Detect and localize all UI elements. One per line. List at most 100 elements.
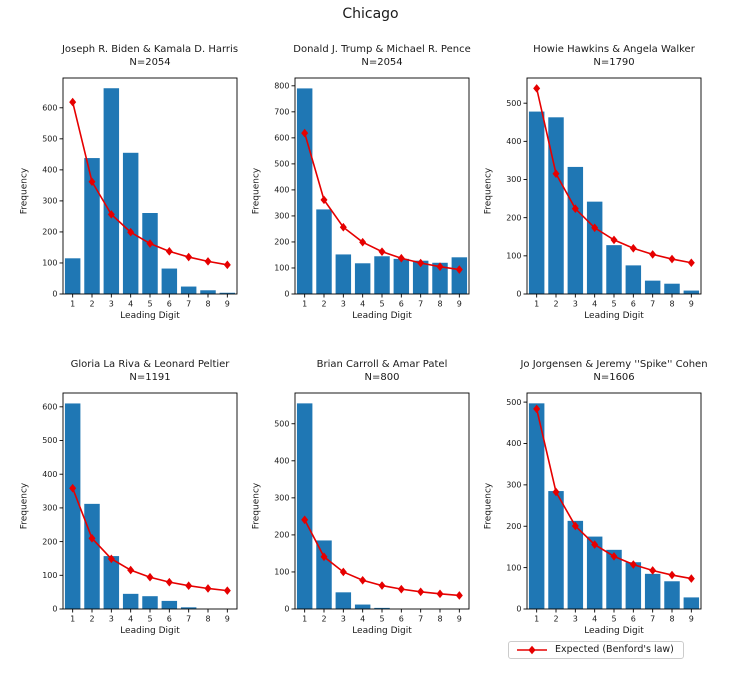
x-tick-label: 6 bbox=[399, 300, 404, 309]
y-tick-label: 500 bbox=[274, 160, 289, 169]
diamond-marker-icon bbox=[591, 223, 599, 233]
diamond-marker-icon bbox=[204, 257, 212, 266]
bar bbox=[586, 201, 603, 294]
diamond-marker-icon bbox=[320, 552, 328, 562]
diamond-marker-icon bbox=[378, 247, 386, 256]
y-tick-label: 100 bbox=[506, 563, 521, 572]
diamond-marker-icon bbox=[69, 97, 77, 107]
subplot-title: Howie Hawkins & Angela Walker bbox=[533, 44, 695, 55]
x-tick-label: 4 bbox=[128, 615, 133, 624]
x-tick-label: 2 bbox=[321, 300, 326, 309]
diamond-marker-icon bbox=[204, 584, 212, 593]
x-tick-label: 9 bbox=[225, 300, 230, 309]
y-tick-label: 100 bbox=[274, 568, 289, 577]
x-tick-label: 8 bbox=[205, 615, 210, 624]
subplot-title: Joseph R. Biden & Kamala D. Harris bbox=[61, 44, 239, 55]
bar bbox=[567, 520, 584, 609]
diamond-marker-icon bbox=[69, 483, 77, 493]
y-tick-label: 0 bbox=[516, 605, 521, 614]
bars-group bbox=[64, 403, 197, 609]
x-tick-label: 2 bbox=[553, 300, 558, 309]
bar bbox=[664, 283, 680, 294]
y-axis-label: Frequency bbox=[251, 482, 261, 530]
expected-markers bbox=[301, 128, 463, 274]
y-tick-label: 600 bbox=[42, 103, 57, 112]
x-tick-label: 3 bbox=[573, 300, 578, 309]
x-axis-label: Leading Digit bbox=[352, 626, 412, 636]
bar bbox=[644, 573, 661, 609]
y-tick-label: 500 bbox=[506, 398, 521, 407]
y-tick-label: 300 bbox=[42, 197, 57, 206]
bar bbox=[103, 556, 120, 609]
diamond-marker-icon bbox=[668, 254, 676, 264]
diamond-marker-icon bbox=[571, 521, 579, 531]
x-tick-label: 6 bbox=[167, 300, 172, 309]
y-tick-label: 400 bbox=[274, 186, 289, 195]
bar bbox=[451, 257, 468, 294]
x-tick-label: 6 bbox=[399, 615, 404, 624]
bars-group bbox=[528, 111, 700, 294]
y-axis-ticks: 0 100 200 300 400 500 600 bbox=[42, 403, 63, 614]
y-tick-label: 300 bbox=[506, 481, 521, 490]
x-axis-label: Leading Digit bbox=[584, 626, 644, 636]
x-axis-label: Leading Digit bbox=[120, 311, 180, 321]
x-tick-label: 6 bbox=[631, 300, 636, 309]
y-tick-label: 200 bbox=[274, 531, 289, 540]
x-tick-label: 5 bbox=[379, 300, 384, 309]
y-tick-label: 700 bbox=[274, 108, 289, 117]
diamond-marker-icon bbox=[687, 258, 695, 268]
bar bbox=[528, 403, 545, 609]
diamond-marker-icon bbox=[88, 534, 96, 543]
y-tick-label: 600 bbox=[274, 134, 289, 143]
subplot-n: N=800 bbox=[364, 371, 400, 383]
diamond-marker-icon bbox=[359, 575, 367, 585]
diamond-marker-icon bbox=[668, 570, 676, 580]
subplot-carroll-patel: Brian Carroll & Amar Patel N=800 Frequen… bbox=[249, 359, 473, 636]
y-tick-label: 400 bbox=[42, 470, 57, 479]
bar bbox=[200, 290, 216, 294]
y-tick-label: 800 bbox=[274, 82, 289, 91]
diamond-marker-icon bbox=[533, 404, 541, 414]
diamond-marker-icon bbox=[185, 581, 193, 591]
bar bbox=[374, 256, 390, 294]
bar bbox=[219, 292, 236, 294]
bar bbox=[354, 604, 371, 609]
y-tick-label: 200 bbox=[274, 238, 289, 247]
expected-markers bbox=[301, 515, 463, 600]
subplot-title: Donald J. Trump & Michael R. Pence bbox=[293, 44, 471, 55]
x-tick-label: 3 bbox=[341, 300, 346, 309]
diamond-marker-icon bbox=[165, 577, 173, 587]
expected-markers bbox=[69, 483, 231, 595]
bar bbox=[664, 581, 680, 609]
y-tick-label: 400 bbox=[42, 166, 57, 175]
bar bbox=[316, 209, 332, 294]
y-tick-label: 0 bbox=[52, 290, 57, 299]
x-tick-label: 2 bbox=[89, 615, 94, 624]
x-tick-label: 8 bbox=[437, 300, 442, 309]
chart-canvas: 0 100 200 300 400 500 600 700 800 1 2 3 4 5 6 7 8 9 bbox=[274, 77, 470, 309]
bar bbox=[84, 503, 100, 609]
diamond-marker-icon bbox=[301, 515, 309, 525]
diamond-marker-icon bbox=[436, 589, 444, 599]
diamond-marker-icon bbox=[223, 260, 231, 270]
x-axis-label: Leading Digit bbox=[584, 311, 644, 321]
bar bbox=[683, 290, 700, 294]
bar bbox=[548, 117, 564, 294]
bar bbox=[412, 260, 429, 294]
x-tick-label: 1 bbox=[302, 300, 307, 309]
x-tick-label: 2 bbox=[553, 615, 558, 624]
diamond-marker-icon bbox=[127, 565, 135, 575]
y-axis-ticks: 0 100 200 300 400 500 600 bbox=[42, 103, 63, 299]
subplot-la-riva-peltier: Gloria La Riva & Leonard Peltier N=1191 … bbox=[17, 359, 241, 636]
bar bbox=[296, 88, 313, 294]
diamond-marker-icon bbox=[417, 258, 425, 268]
x-tick-label: 2 bbox=[321, 615, 326, 624]
bars-group bbox=[296, 403, 390, 609]
diamond-marker-icon bbox=[88, 177, 96, 187]
bar bbox=[180, 607, 197, 609]
x-axis-ticks: 1 2 3 4 5 6 7 8 9 bbox=[534, 294, 694, 309]
bar bbox=[625, 265, 642, 294]
bar bbox=[161, 268, 178, 294]
x-tick-label: 5 bbox=[611, 300, 616, 309]
x-tick-label: 4 bbox=[592, 300, 597, 309]
